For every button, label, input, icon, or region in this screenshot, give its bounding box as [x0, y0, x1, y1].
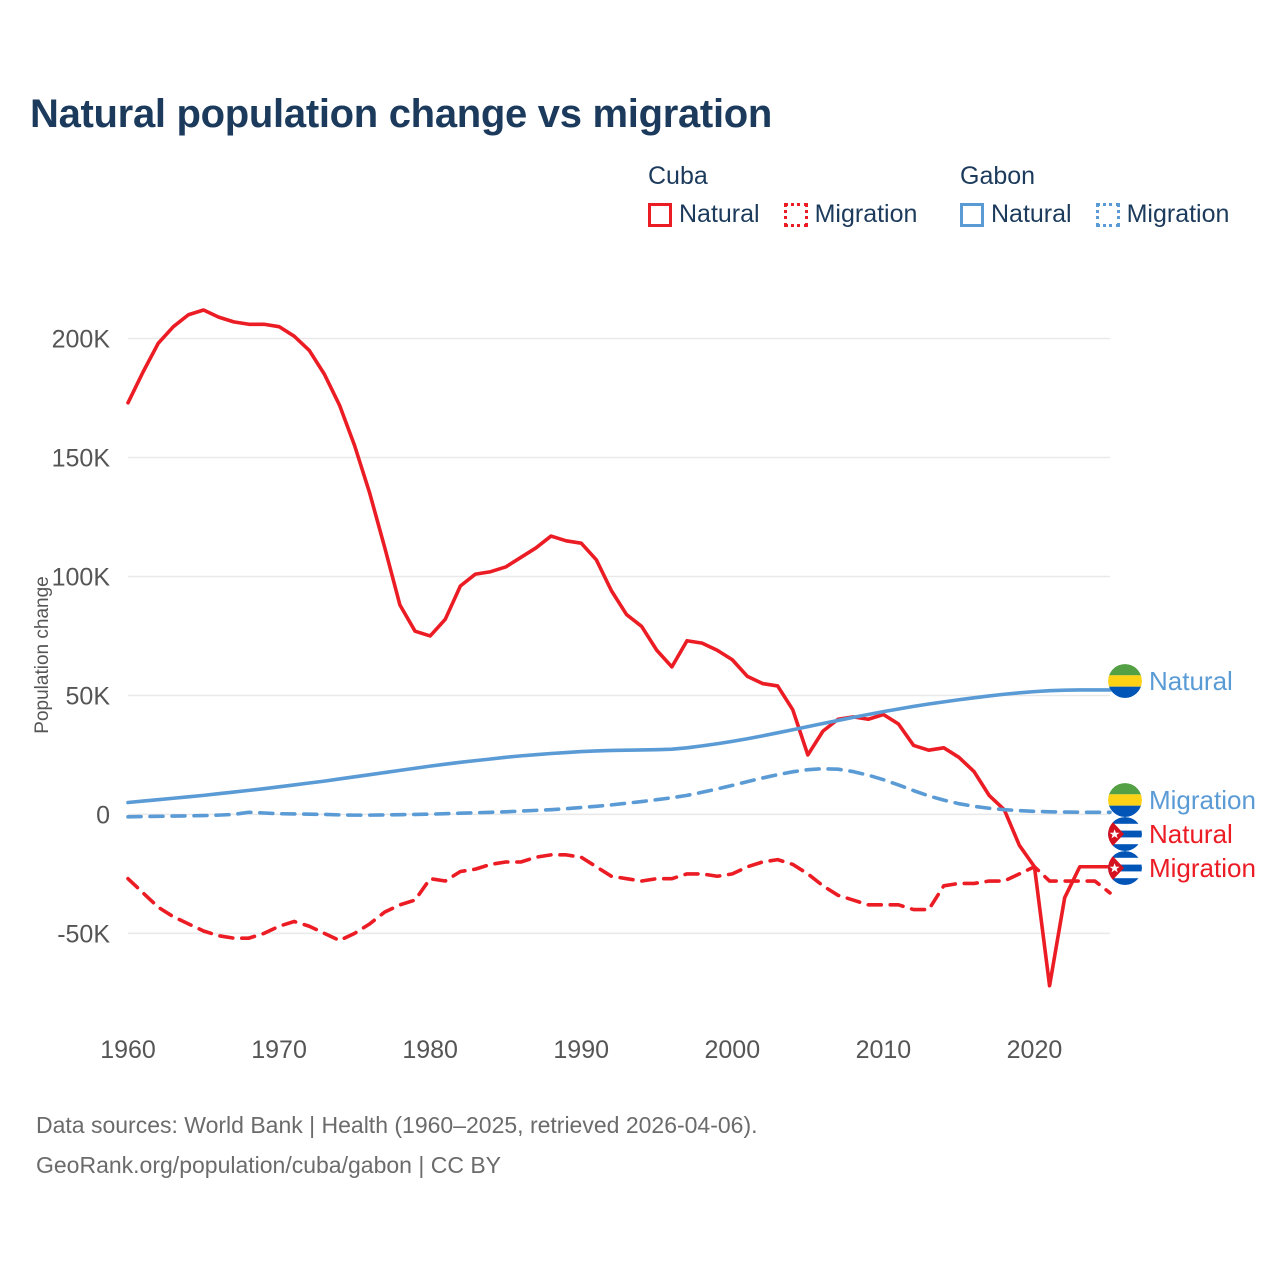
legend-country-cuba: Cuba: [648, 162, 708, 190]
legend-swatch-dotted-icon: [783, 202, 808, 227]
legend-label-cuba-migration: Migration: [814, 200, 918, 228]
footer: Data sources: World Bank | Health (1960–…: [36, 1105, 1216, 1185]
legend-item-gabon-migration[interactable]: Migration: [1095, 200, 1230, 229]
y-axis-tick-label: 150K: [52, 445, 111, 473]
series-line-gabon-natural: [126, 688, 1112, 805]
x-axis-tick-label: 1970: [251, 1036, 307, 1064]
legend-country-gabon: Gabon: [960, 162, 1036, 190]
footer-sources: Data sources: World Bank | Health (1960–…: [36, 1112, 758, 1138]
y-axis-tick-label: -50K: [57, 920, 110, 948]
series-line-gabon-migration: [126, 766, 1112, 819]
legend-label-gabon-natural: Natural: [991, 200, 1072, 228]
y-axis-tick-label: 100K: [52, 563, 111, 591]
gabon-flag-icon: [1108, 783, 1142, 817]
legend-group-cuba: Cuba Natural Migration: [648, 160, 917, 229]
end-label-cuba-natural[interactable]: Natural: [1108, 817, 1233, 851]
y-axis-title: Population change: [32, 576, 53, 733]
legend-label-cuba-natural: Natural: [679, 200, 760, 228]
footer-attribution: GeoRank.org/population/cuba/gabon | CC B…: [36, 1152, 501, 1178]
x-axis-tick-label: 1980: [402, 1036, 458, 1064]
x-axis-tick-label: 2000: [704, 1036, 760, 1064]
end-label-text: Natural: [1149, 819, 1233, 849]
chart-legend: Cuba Natural Migration Gabon Natural: [640, 160, 1260, 240]
end-label-gabon-migration[interactable]: Migration: [1108, 783, 1256, 817]
legend-group-gabon: Gabon Natural Migration: [960, 160, 1229, 229]
legend-swatch-dotted-icon: [1095, 202, 1120, 227]
legend-label-gabon-migration: Migration: [1126, 200, 1230, 228]
end-label-text: Natural: [1149, 666, 1233, 696]
end-label-gabon-natural[interactable]: Natural: [1108, 664, 1233, 698]
cuba-flag-icon: [1108, 817, 1142, 851]
series-line-cuba-natural: [126, 308, 1112, 988]
y-axis-tick-label: 50K: [66, 682, 111, 710]
gabon-flag-icon: [1108, 664, 1142, 698]
cuba-flag-icon: [1108, 851, 1142, 885]
legend-swatch-solid-icon: [648, 202, 672, 227]
legend-swatch-solid-icon: [960, 202, 984, 227]
page-title: Natural population change vs migration: [30, 92, 773, 136]
legend-item-cuba-natural[interactable]: Natural: [648, 200, 760, 229]
plot-area: 200K 150K 100K 50K 0 -50K Population change 196…: [32, 308, 1112, 1064]
end-label-cuba-migration[interactable]: Migration: [1108, 851, 1256, 885]
x-axis-tick-label: 2010: [856, 1036, 912, 1064]
end-label-text: Migration: [1149, 853, 1256, 883]
line-chart: 200K 150K 100K 50K 0 -50K Population change 196…: [32, 308, 1112, 1064]
legend-item-gabon-natural[interactable]: Natural: [960, 200, 1072, 229]
x-axis-tick-label: 1960: [100, 1036, 156, 1064]
x-axis-tick-label: 2020: [1007, 1036, 1063, 1064]
series-line-cuba-migration: [126, 853, 1112, 943]
x-axis-tick-label: 1990: [553, 1036, 609, 1064]
y-axis-tick-label: 0: [96, 801, 110, 829]
end-label-text: Migration: [1149, 785, 1256, 815]
legend-item-cuba-migration[interactable]: Migration: [783, 200, 918, 229]
y-axis-tick-label: 200K: [52, 326, 111, 354]
